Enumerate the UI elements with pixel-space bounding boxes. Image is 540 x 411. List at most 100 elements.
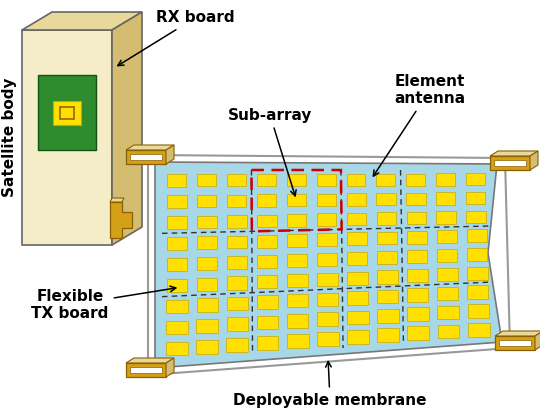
Bar (317, 332, 339, 346)
Bar (257, 174, 276, 186)
Bar (287, 314, 308, 328)
Polygon shape (130, 154, 162, 160)
Bar (197, 257, 217, 270)
Bar (406, 193, 426, 205)
Bar (467, 211, 486, 223)
Polygon shape (530, 151, 538, 170)
Bar (166, 321, 188, 334)
Polygon shape (22, 30, 112, 245)
Bar (317, 213, 336, 226)
Bar (407, 231, 427, 244)
Bar (197, 339, 218, 353)
Bar (227, 277, 247, 290)
Bar (347, 193, 366, 206)
Bar (407, 250, 427, 263)
Bar (38, 75, 96, 150)
Bar (257, 194, 276, 207)
Bar (347, 174, 366, 186)
Bar (347, 213, 366, 225)
Bar (437, 287, 458, 300)
Bar (347, 272, 368, 285)
Bar (466, 173, 485, 185)
Polygon shape (110, 202, 132, 238)
Bar (167, 175, 186, 187)
Bar (436, 173, 455, 185)
Bar (257, 255, 277, 268)
Polygon shape (535, 331, 540, 350)
Bar (227, 215, 247, 228)
Polygon shape (126, 150, 166, 164)
Bar (167, 258, 187, 271)
Polygon shape (148, 155, 510, 375)
Polygon shape (490, 151, 538, 156)
Bar (60, 106, 74, 118)
Bar (377, 270, 397, 284)
Text: Satellite body: Satellite body (3, 78, 17, 197)
Bar (377, 251, 397, 264)
Bar (347, 330, 369, 344)
Polygon shape (112, 12, 142, 245)
Bar (287, 334, 309, 348)
Bar (437, 249, 457, 262)
Bar (256, 316, 278, 329)
Text: Sub-array: Sub-array (228, 108, 312, 196)
Bar (436, 211, 456, 224)
Bar (226, 338, 248, 352)
Bar (166, 300, 187, 313)
Bar (407, 212, 426, 224)
Bar (197, 278, 218, 291)
Bar (467, 285, 488, 299)
Bar (377, 328, 399, 342)
Bar (227, 256, 247, 269)
Bar (468, 323, 490, 337)
Bar (257, 215, 276, 227)
Bar (287, 214, 306, 226)
Bar (316, 194, 336, 206)
Bar (347, 311, 368, 324)
Bar (166, 342, 188, 356)
Bar (197, 195, 217, 207)
Bar (317, 253, 337, 266)
Bar (436, 192, 455, 205)
Polygon shape (166, 358, 174, 377)
Bar (227, 317, 248, 331)
Bar (407, 269, 428, 282)
Bar (347, 252, 367, 265)
Text: RX board: RX board (118, 11, 234, 66)
Bar (53, 101, 81, 125)
Bar (227, 236, 247, 248)
Bar (376, 212, 396, 225)
Polygon shape (126, 358, 174, 363)
Bar (467, 229, 487, 242)
Text: Element
antenna: Element antenna (373, 74, 465, 176)
Bar (197, 216, 217, 228)
Bar (437, 268, 458, 281)
Bar (197, 298, 218, 312)
Bar (376, 193, 396, 205)
Polygon shape (155, 162, 502, 368)
Polygon shape (166, 145, 174, 164)
Bar (467, 248, 487, 261)
Bar (227, 195, 246, 207)
Polygon shape (495, 331, 540, 336)
Bar (287, 174, 306, 186)
Bar (227, 174, 246, 186)
Bar (167, 279, 187, 292)
Text: Flexible
TX board: Flexible TX board (31, 286, 176, 321)
Bar (468, 304, 489, 318)
Polygon shape (126, 363, 166, 377)
Bar (437, 306, 459, 319)
Polygon shape (130, 367, 162, 373)
Bar (167, 195, 186, 208)
Bar (197, 236, 217, 249)
Bar (197, 319, 218, 332)
Bar (257, 275, 278, 289)
Bar (317, 233, 337, 246)
Polygon shape (110, 198, 124, 202)
Bar (256, 296, 278, 309)
Bar (466, 192, 485, 204)
Bar (227, 297, 248, 310)
Bar (317, 273, 338, 286)
Bar (317, 312, 339, 326)
Bar (167, 216, 187, 229)
